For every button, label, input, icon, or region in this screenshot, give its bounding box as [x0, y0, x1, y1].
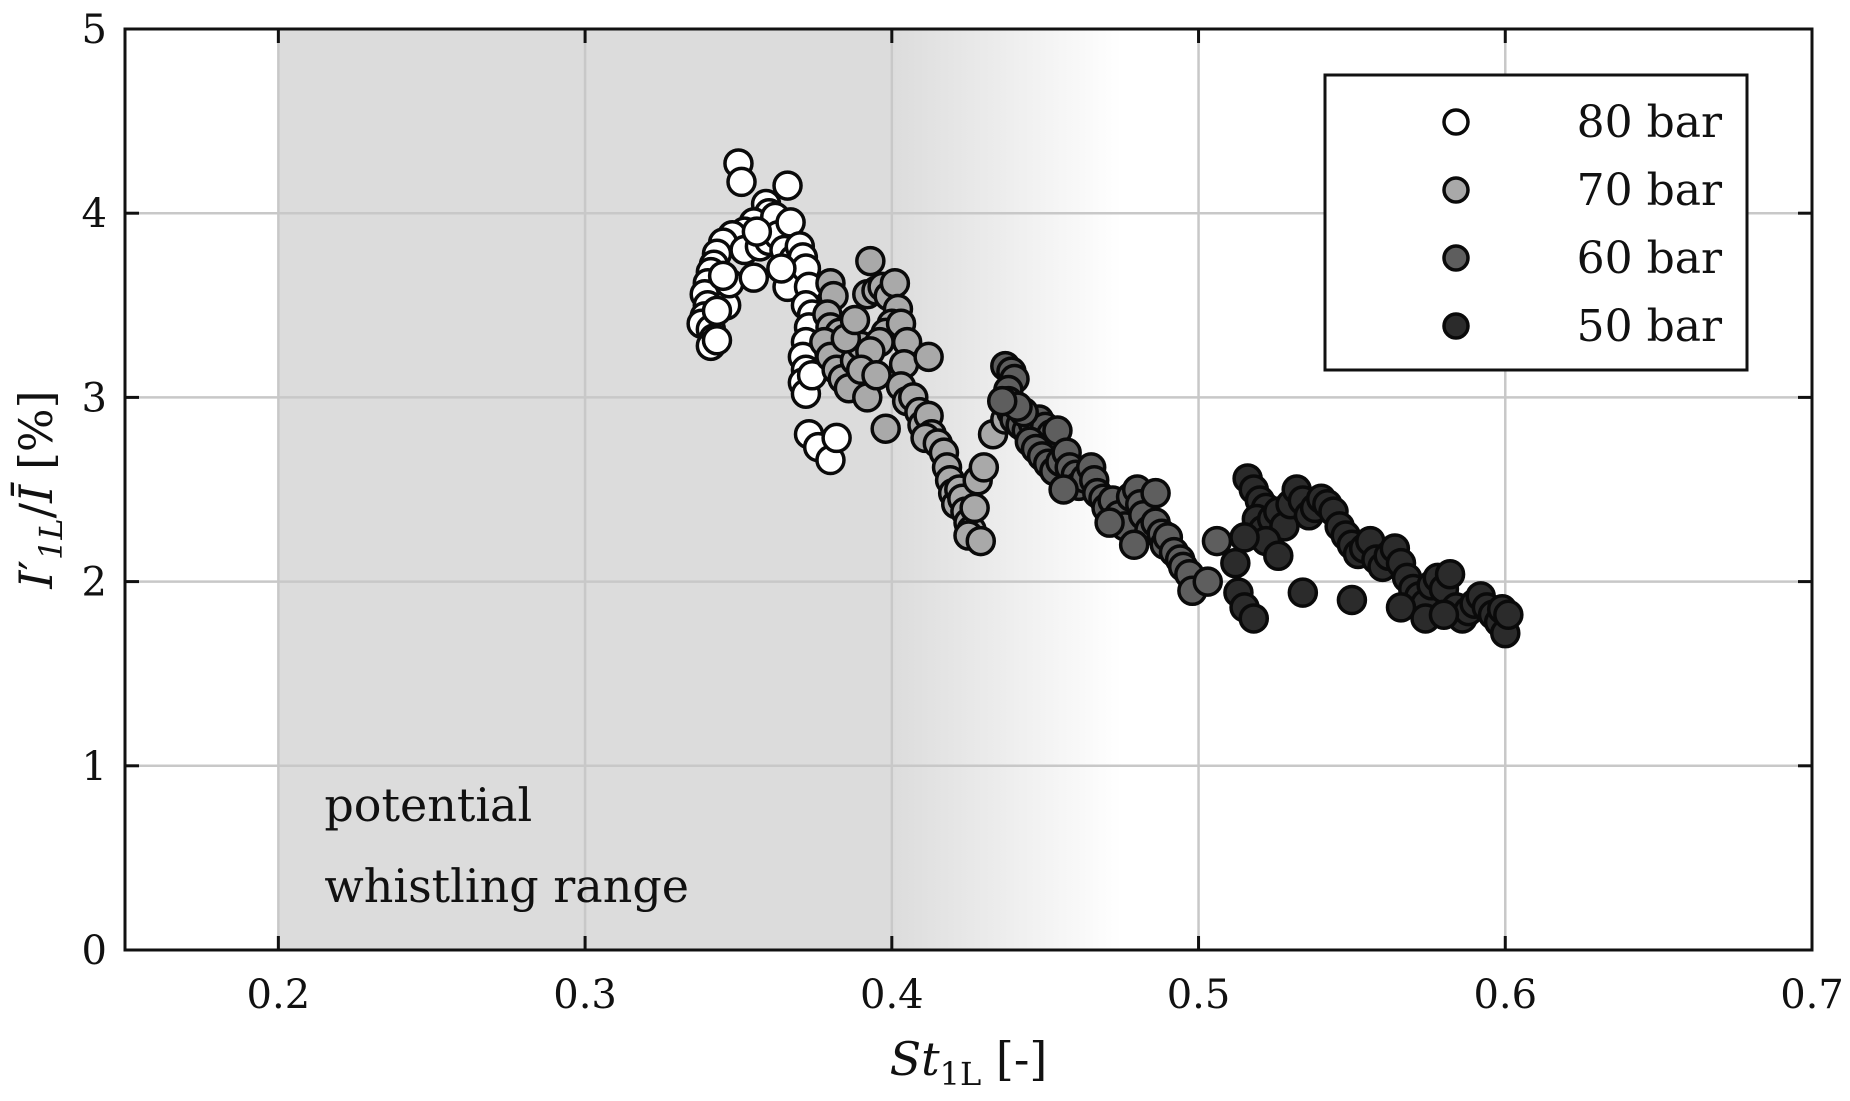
data-point	[839, 304, 871, 336]
x-axis-label-main: St	[890, 1032, 941, 1086]
data-points	[686, 148, 1524, 649]
data-point	[766, 253, 797, 284]
data-point	[1094, 507, 1125, 538]
data-point	[1287, 577, 1319, 608]
data-point	[738, 262, 770, 293]
data-point	[1220, 547, 1251, 579]
legend-marker	[1442, 312, 1470, 340]
data-point	[726, 166, 757, 198]
x-axis-label-sub: 1L	[940, 1055, 982, 1093]
legend: 80 bar 70 bar 60 bar 50 bar	[1323, 73, 1749, 372]
data-point	[772, 170, 803, 201]
y-axis-label-mean: Ī	[9, 482, 63, 504]
data-point	[861, 360, 892, 391]
legend-item: 80 bar	[1442, 97, 1723, 148]
data-point	[1238, 603, 1270, 634]
y-tick-label: 3	[82, 375, 107, 421]
y-tick-label: 5	[82, 7, 107, 53]
data-point	[821, 422, 852, 454]
x-tick-label: 0.3	[553, 972, 617, 1018]
series-50-bar	[1220, 463, 1524, 649]
data-point	[741, 216, 773, 247]
y-tick-label: 2	[82, 560, 107, 606]
x-tick-label: 0.4	[860, 972, 924, 1018]
data-point	[1434, 558, 1466, 590]
series-60-bar	[986, 350, 1233, 607]
x-tick-label: 0.7	[1780, 972, 1844, 1018]
legend-label: 70 bar	[1577, 165, 1723, 216]
x-tick-label: 0.6	[1473, 972, 1537, 1018]
y-axis-label-main: I	[9, 570, 63, 590]
data-point	[986, 385, 1018, 417]
data-point	[1385, 592, 1417, 623]
data-point	[959, 492, 990, 524]
data-point	[1048, 474, 1079, 505]
legend-label: 80 bar	[1577, 97, 1723, 148]
data-point	[701, 295, 733, 327]
x-tick-labels: 0.2 0.3 0.4 0.5 0.6 0.7	[247, 972, 1844, 1018]
data-point	[855, 245, 886, 277]
data-point	[870, 413, 901, 444]
legend-marker	[1442, 244, 1470, 272]
data-point	[1336, 584, 1368, 616]
data-point	[1229, 522, 1260, 553]
tick-marks	[125, 27, 1814, 952]
data-point	[701, 325, 733, 356]
y-axis-label-slash: /	[9, 502, 63, 518]
x-tick-label: 0.5	[1167, 972, 1231, 1018]
data-point	[1118, 529, 1150, 561]
data-point	[968, 452, 1000, 483]
data-point	[1201, 525, 1233, 557]
x-tick-label: 0.2	[247, 972, 311, 1018]
annotation-line-1: potential	[324, 778, 532, 832]
legend-box	[1323, 73, 1749, 372]
legend-marker	[1442, 108, 1470, 136]
y-axis-label-sub: 1L	[32, 518, 70, 560]
annotation-line-2: whistling range	[324, 859, 689, 913]
legend-marker	[1442, 176, 1470, 204]
data-point	[879, 267, 911, 299]
legend-item: 50 bar	[1442, 301, 1723, 352]
y-axis-label-unit: [%]	[9, 390, 63, 484]
legend-item: 70 bar	[1442, 165, 1723, 216]
y-tick-label: 0	[82, 928, 107, 974]
x-axis-label: St1L [-]	[890, 1032, 1048, 1093]
data-point	[1428, 599, 1460, 631]
legend-label: 50 bar	[1577, 301, 1723, 352]
axes-frame	[123, 27, 1814, 952]
y-tick-labels: 0 1 2 3 4 5	[82, 7, 107, 974]
y-tick-label: 4	[82, 191, 107, 237]
data-point	[1263, 540, 1294, 572]
data-point	[913, 341, 944, 373]
series-80-bar	[686, 148, 852, 476]
x-axis-label-unit: [-]	[981, 1032, 1047, 1086]
y-axis-label-prime: ′	[9, 560, 63, 570]
legend-item: 60 bar	[1442, 233, 1723, 284]
data-point	[1140, 477, 1171, 509]
data-point	[1493, 599, 1524, 631]
y-axis-label: I′1L/Ī [%]	[9, 390, 70, 589]
legend-label: 60 bar	[1577, 233, 1723, 284]
data-point	[1192, 566, 1223, 597]
data-point	[965, 525, 997, 557]
data-point	[707, 260, 739, 292]
y-tick-label: 1	[82, 744, 107, 790]
